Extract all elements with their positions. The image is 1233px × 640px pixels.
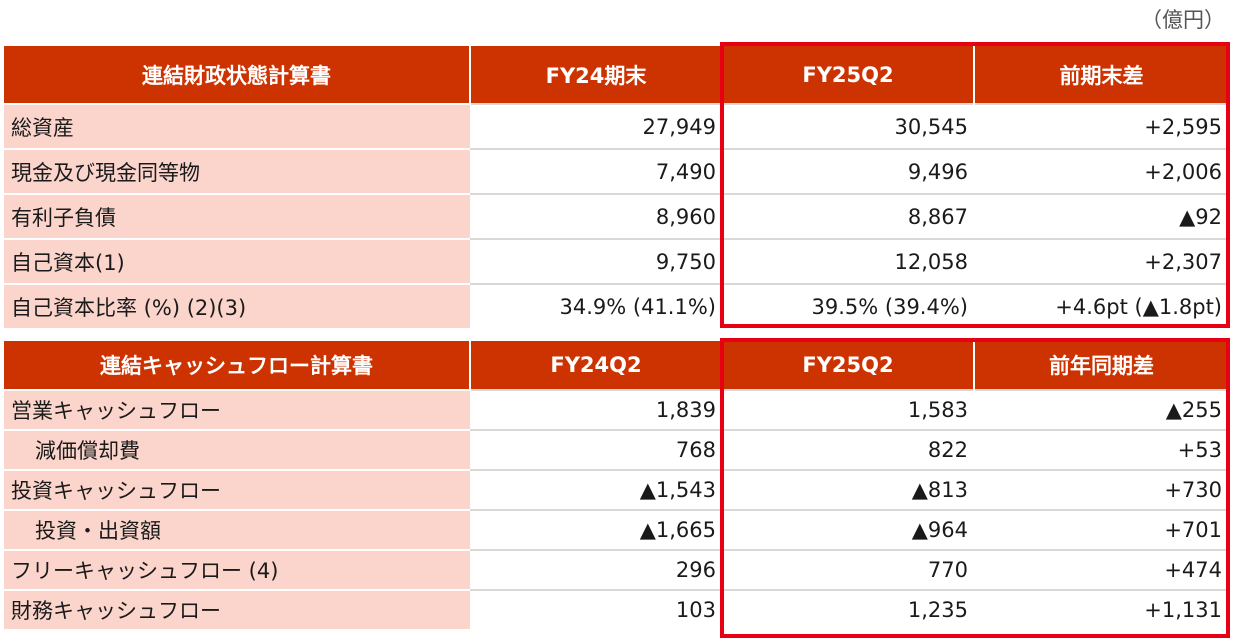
value-prev: ▲1,665: [470, 509, 722, 550]
header-title: 連結財政状態計算書: [4, 46, 470, 104]
table-row: 投資キャッシュフロー ▲1,543 ▲813 +730: [4, 469, 1228, 510]
value-current: 770: [722, 549, 974, 590]
value-prev: ▲1,543: [470, 469, 722, 510]
value-prev: 27,949: [470, 103, 722, 149]
row-label: 営業キャッシュフロー: [4, 389, 470, 430]
table-row: 自己資本(1) 9,750 12,058 +2,307: [4, 238, 1228, 284]
table-row: 財務キャッシュフロー 103 1,235 +1,131: [4, 589, 1228, 629]
value-diff: +1,131: [974, 589, 1228, 629]
header-prev-period: FY24期末: [469, 46, 722, 104]
balance-sheet-table: 連結財政状態計算書 FY24期末 FY25Q2 前期末差 総資産 27,949 …: [4, 46, 1228, 328]
header-title: 連結キャッシュフロー計算書: [4, 341, 470, 390]
value-diff: +4.6pt (▲1.8pt): [974, 283, 1228, 328]
value-diff: +53: [974, 429, 1228, 470]
value-current: 8,867: [722, 193, 974, 239]
header-current-period: FY25Q2: [721, 46, 974, 104]
value-current: ▲813: [722, 469, 974, 510]
value-diff: ▲92: [974, 193, 1228, 239]
header-difference: 前年同期差: [973, 341, 1228, 390]
table-row: フリーキャッシュフロー (4) 296 770 +474: [4, 549, 1228, 590]
value-prev: 9,750: [470, 238, 722, 284]
value-current: 9,496: [722, 148, 974, 194]
row-label: 有利子負債: [4, 193, 470, 239]
value-diff: +2,307: [974, 238, 1228, 284]
row-label: 財務キャッシュフロー: [4, 589, 470, 629]
table-row: 投資・出資額 ▲1,665 ▲964 +701: [4, 509, 1228, 550]
row-label: フリーキャッシュフロー (4): [4, 549, 470, 590]
header-difference: 前期末差: [973, 46, 1228, 104]
table-row: 現金及び現金同等物 7,490 9,496 +2,006: [4, 148, 1228, 194]
value-prev: 768: [470, 429, 722, 470]
table-row: 自己資本比率 (%) (2)(3) 34.9% (41.1%) 39.5% (3…: [4, 283, 1228, 328]
value-prev: 1,839: [470, 389, 722, 430]
row-label: 自己資本比率 (%) (2)(3): [4, 283, 470, 328]
value-current: 1,583: [722, 389, 974, 430]
value-current: 1,235: [722, 589, 974, 629]
value-prev: 8,960: [470, 193, 722, 239]
header-current-period: FY25Q2: [721, 341, 974, 390]
table-row: 減価償却費 768 822 +53: [4, 429, 1228, 470]
value-diff: ▲255: [974, 389, 1228, 430]
value-current: 822: [722, 429, 974, 470]
table-row: 総資産 27,949 30,545 +2,595: [4, 103, 1228, 149]
header-prev-period: FY24Q2: [469, 341, 722, 390]
value-prev: 7,490: [470, 148, 722, 194]
value-diff: +2,595: [974, 103, 1228, 149]
value-prev: 296: [470, 549, 722, 590]
row-label: 投資・出資額: [4, 509, 470, 550]
table-header-row: 連結キャッシュフロー計算書 FY24Q2 FY25Q2 前年同期差: [4, 341, 1228, 390]
value-diff: +2,006: [974, 148, 1228, 194]
value-diff: +730: [974, 469, 1228, 510]
row-label: 減価償却費: [4, 429, 470, 470]
value-current: 39.5% (39.4%): [722, 283, 974, 328]
table-row: 有利子負債 8,960 8,867 ▲92: [4, 193, 1228, 239]
value-prev: 34.9% (41.1%): [470, 283, 722, 328]
value-prev: 103: [470, 589, 722, 629]
row-label: 現金及び現金同等物: [4, 148, 470, 194]
table-header-row: 連結財政状態計算書 FY24期末 FY25Q2 前期末差: [4, 46, 1228, 104]
value-diff: +474: [974, 549, 1228, 590]
unit-label: （億円）: [1141, 8, 1225, 32]
cash-flow-table: 連結キャッシュフロー計算書 FY24Q2 FY25Q2 前年同期差 営業キャッシ…: [4, 341, 1228, 629]
value-current: ▲964: [722, 509, 974, 550]
value-current: 12,058: [722, 238, 974, 284]
row-label: 自己資本(1): [4, 238, 470, 284]
row-label: 投資キャッシュフロー: [4, 469, 470, 510]
row-label: 総資産: [4, 103, 470, 149]
value-current: 30,545: [722, 103, 974, 149]
table-row: 営業キャッシュフロー 1,839 1,583 ▲255: [4, 389, 1228, 430]
value-diff: +701: [974, 509, 1228, 550]
